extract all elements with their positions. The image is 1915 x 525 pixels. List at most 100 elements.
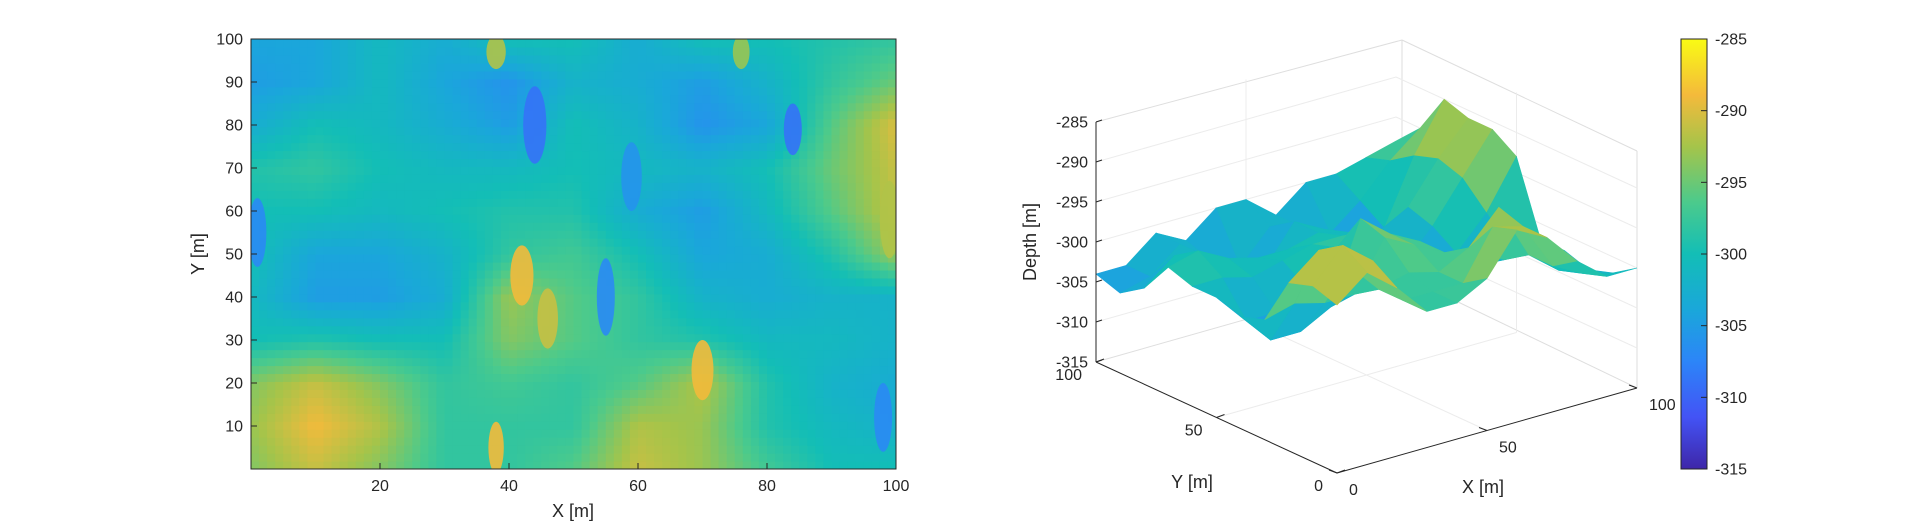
heatmap-cell <box>347 198 357 207</box>
heatmap-cell <box>484 182 494 191</box>
heatmap-cell <box>694 222 704 231</box>
heatmap-cell <box>694 397 704 406</box>
heatmap-cell <box>420 158 429 167</box>
heatmap-cell <box>662 277 671 287</box>
heatmap-cell <box>758 198 768 207</box>
heatmap-cell <box>662 126 671 136</box>
heatmap-cell <box>726 102 736 112</box>
heatmap-cell <box>847 78 857 88</box>
heatmap-cell <box>484 110 494 120</box>
heatmap-cell <box>662 78 671 88</box>
heatmap-cell <box>420 150 429 160</box>
heatmap-cell <box>726 94 736 104</box>
heatmap-cell <box>412 405 421 414</box>
heatmap-cell <box>315 62 325 72</box>
heatmap-cell <box>646 126 655 136</box>
heatmap-cell <box>452 214 462 223</box>
heatmap-cell <box>597 46 607 56</box>
heatmap-cell <box>767 39 776 48</box>
heatmap-cell <box>775 397 784 406</box>
heatmap-cell <box>887 373 896 382</box>
heatmap-cell <box>775 277 784 287</box>
heatmap-cell <box>775 230 784 239</box>
heatmap-cell <box>339 102 349 112</box>
heatmap-cell <box>662 325 671 335</box>
heatmap-cell <box>734 269 744 279</box>
heatmap-cell <box>573 277 583 287</box>
heatmap-cell <box>275 126 284 136</box>
heatmap-cell <box>283 269 292 279</box>
heatmap-cell <box>339 126 349 136</box>
heatmap-cell <box>694 46 704 56</box>
heatmap-cell <box>436 301 446 311</box>
heatmap-cell <box>436 285 446 295</box>
heatmap-cell <box>388 182 397 191</box>
heatmap-cell <box>388 341 397 351</box>
heatmap-cell <box>331 182 341 191</box>
heatmap-cell <box>823 206 833 215</box>
heatmap-cell <box>339 94 349 104</box>
heatmap-cell <box>710 373 720 382</box>
heatmap-cell <box>371 285 381 295</box>
heatmap-cell <box>662 102 671 112</box>
heatmap-cell <box>339 333 349 343</box>
heatmap-cell <box>533 421 542 430</box>
heatmap-cell <box>541 70 550 80</box>
heatmap-cell <box>267 230 276 239</box>
heatmap-cell <box>323 222 333 231</box>
heatmap-cell <box>428 365 438 375</box>
heatmap-cell <box>363 365 373 375</box>
heatmap-cell <box>710 421 720 430</box>
heatmap-cell <box>404 39 413 48</box>
heatmap-cell <box>815 309 825 319</box>
heatmap-cell <box>742 110 752 120</box>
heatmap-cell <box>605 118 615 128</box>
heatmap-cell <box>517 429 526 438</box>
heatmap-cell <box>750 110 760 120</box>
heatmap-cell <box>831 150 841 160</box>
heatmap-cell <box>347 102 357 112</box>
heatmap-cell <box>331 158 341 167</box>
heatmap-cell <box>315 246 325 255</box>
heatmap-cell <box>629 62 639 72</box>
heatmap-cell <box>831 54 841 64</box>
heatmap-cell <box>315 134 325 144</box>
heatmap-cell <box>807 206 816 215</box>
heatmap-cell <box>476 421 486 430</box>
heatmap-cell <box>775 309 784 319</box>
heatmap-cell <box>670 110 679 120</box>
heatmap-cell <box>871 158 881 167</box>
heatmap-cell <box>823 230 833 239</box>
heatmap-cell <box>307 333 317 343</box>
heatmap-cell <box>331 134 341 144</box>
heatmap-cell <box>307 365 317 375</box>
heatmap-cell <box>484 333 494 343</box>
heatmap-cell <box>267 429 276 438</box>
heatmap-cell <box>638 325 647 335</box>
heatmap-cell <box>638 126 647 136</box>
heatmap-cell <box>815 142 825 152</box>
heatmap-cell <box>678 238 687 247</box>
heatmap-cell <box>629 445 639 454</box>
heatmap-cell <box>775 134 784 144</box>
heatmap-cell <box>662 421 671 430</box>
heatmap-cell <box>726 461 736 469</box>
heatmap-cell <box>291 70 300 80</box>
heatmap-cell <box>468 62 478 72</box>
heatmap-cell <box>589 333 599 343</box>
heatmap-cell <box>251 301 260 311</box>
heatmap-cell <box>388 437 397 446</box>
heatmap-cell <box>887 174 896 183</box>
heatmap-cell <box>799 62 808 72</box>
heatmap-cell <box>420 437 429 446</box>
heatmap-cell <box>565 222 575 231</box>
heatmap-cell <box>396 397 405 406</box>
heatmap-cell <box>492 166 502 175</box>
heatmap-cell <box>315 445 325 454</box>
heatmap-cell <box>887 150 896 160</box>
heatmap-cell <box>436 405 446 414</box>
heatmap-cell <box>775 238 784 247</box>
heatmap-cell <box>597 230 607 239</box>
heatmap-cell <box>500 102 510 112</box>
heatmap-cell <box>855 166 865 175</box>
